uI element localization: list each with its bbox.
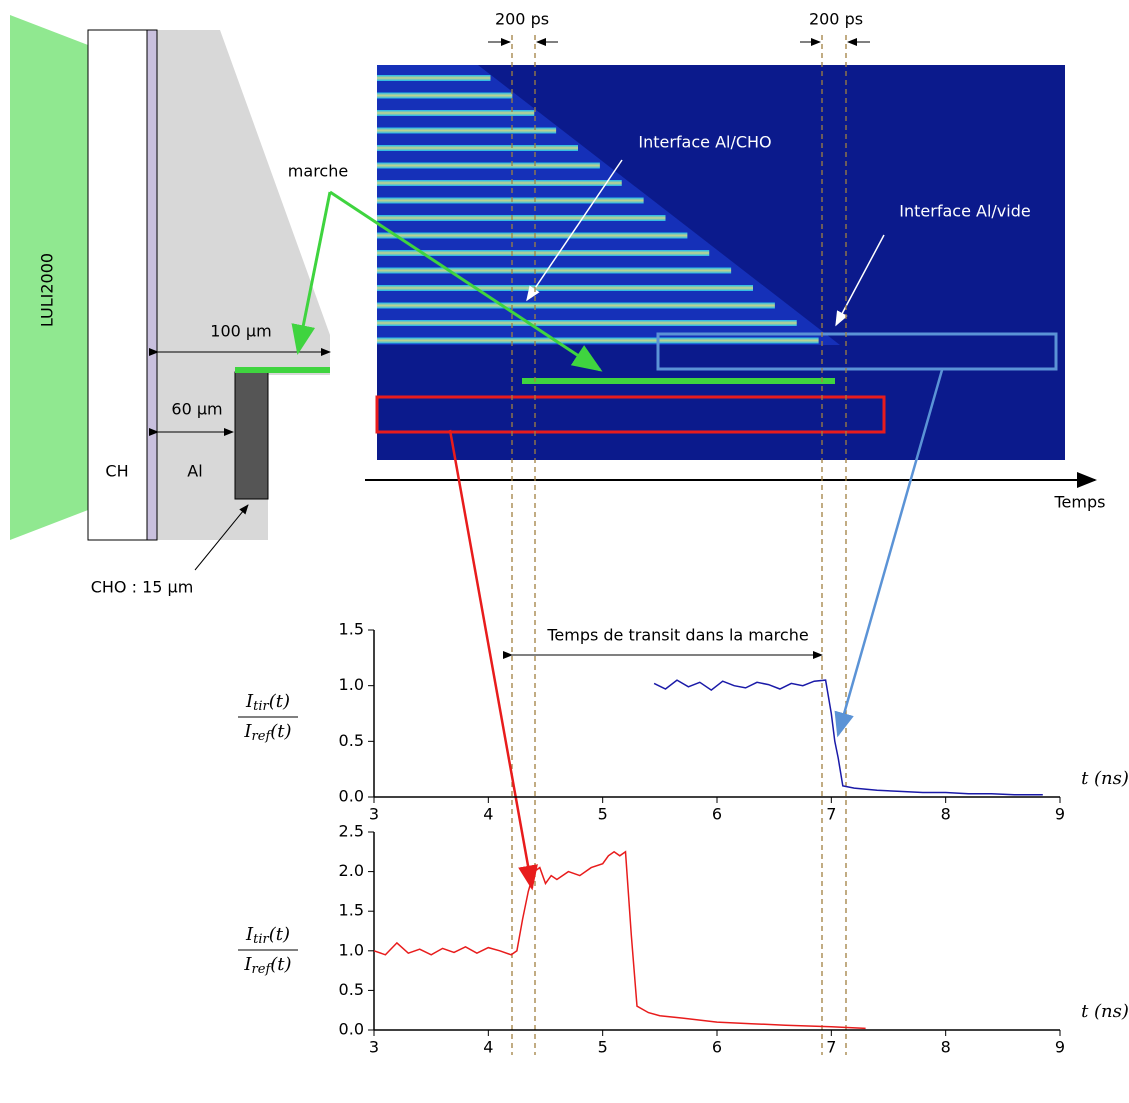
ch-label: CH (105, 462, 128, 481)
x-tick-label: 8 (941, 1038, 951, 1057)
x-tick-label: 9 (1055, 805, 1065, 824)
x-tick-label: 6 (712, 805, 722, 824)
x-tick-label: 4 (483, 1038, 493, 1057)
y-tick-label: 1.0 (339, 675, 364, 694)
y-label-part: I (243, 954, 252, 975)
iface-vide-label: Interface Al/vide (899, 202, 1030, 221)
y-tick-label: 0.5 (339, 980, 364, 999)
y-label-part: I (245, 691, 254, 712)
al-label: Al (187, 462, 202, 481)
y-label-num: Itir(t) (245, 924, 290, 947)
y-tick-label: 1.0 (339, 940, 364, 959)
y-label-part: I (245, 924, 254, 945)
x-tick-label: 3 (369, 805, 379, 824)
x-tick-label: 8 (941, 805, 951, 824)
dim-60: 60 µm (171, 400, 222, 419)
y-label-part: (t) (270, 954, 291, 975)
x-axis-label: t (ns) (1081, 768, 1129, 789)
dim-100: 100 µm (210, 322, 271, 341)
x-tick-label: 6 (712, 1038, 722, 1057)
x-tick-label: 5 (598, 1038, 608, 1057)
y-label-part: I (243, 721, 252, 742)
x-axis-label: t (ns) (1081, 1001, 1129, 1022)
y-tick-label: 2.0 (339, 861, 364, 880)
y-label-part: (t) (269, 691, 290, 712)
ps-label: 200 ps (495, 10, 549, 29)
y-axis-label: Itir(t)Iref(t) (238, 691, 298, 744)
x-tick-label: 4 (483, 805, 493, 824)
transit-label: Temps de transit dans la marche (546, 626, 808, 645)
y-label-part: (t) (269, 924, 290, 945)
temps-label: Temps (1054, 493, 1106, 512)
x-tick-label: 7 (826, 1038, 836, 1057)
cho-label: CHO : 15 µm (91, 578, 194, 597)
y-label-part: tir (253, 932, 269, 947)
marche-label: marche (288, 162, 348, 181)
y-tick-label: 1.5 (339, 620, 364, 639)
y-tick-label: 2.5 (339, 822, 364, 841)
data-line (653, 679, 1043, 796)
charts: 0.00.51.01.53 4 5 6 7 8 9t (ns)Itir(t)Iref(t)0… (238, 620, 1129, 1057)
y-label-den: Iref(t) (243, 721, 291, 744)
iface-cho-label: Interface Al/CHO (638, 133, 771, 152)
y-tick-label: 0.5 (339, 731, 364, 750)
y-label-den: Iref(t) (243, 954, 291, 977)
y-label-part: ref (252, 962, 273, 977)
x-tick-label: 3 (369, 1038, 379, 1057)
data-line (373, 850, 866, 1030)
x-tick-label: 7 (826, 805, 836, 824)
target-schematic: LULI2000 CH Al CHO : 15 µm 100 µm 60 µm … (10, 15, 348, 597)
x-tick-label: 9 (1055, 1038, 1065, 1057)
y-tick-label: 0.0 (339, 787, 364, 806)
y-tick-label: 1.5 (339, 901, 364, 920)
y-axis-label: Itir(t)Iref(t) (238, 924, 298, 977)
y-label-num: Itir(t) (245, 691, 290, 714)
x-tick-label: 5 (598, 805, 608, 824)
y-label-part: ref (252, 729, 273, 744)
y-tick-label: 0.0 (339, 1020, 364, 1039)
y-label-part: (t) (270, 721, 291, 742)
laser-label: LULI2000 (38, 253, 57, 327)
streak-image: Interface Al/CHO Interface Al/vide Temps… (291, 10, 1106, 1055)
line-chart: 0.00.51.01.52.02.53 4 5 6 7 8 9t (ns)Itir(t)Ir… (238, 822, 1129, 1057)
line-chart: 0.00.51.01.53 4 5 6 7 8 9t (ns)Itir(t)Iref(t) (238, 620, 1129, 824)
y-label-part: tir (253, 699, 269, 714)
ps-label: 200 ps (809, 10, 863, 29)
